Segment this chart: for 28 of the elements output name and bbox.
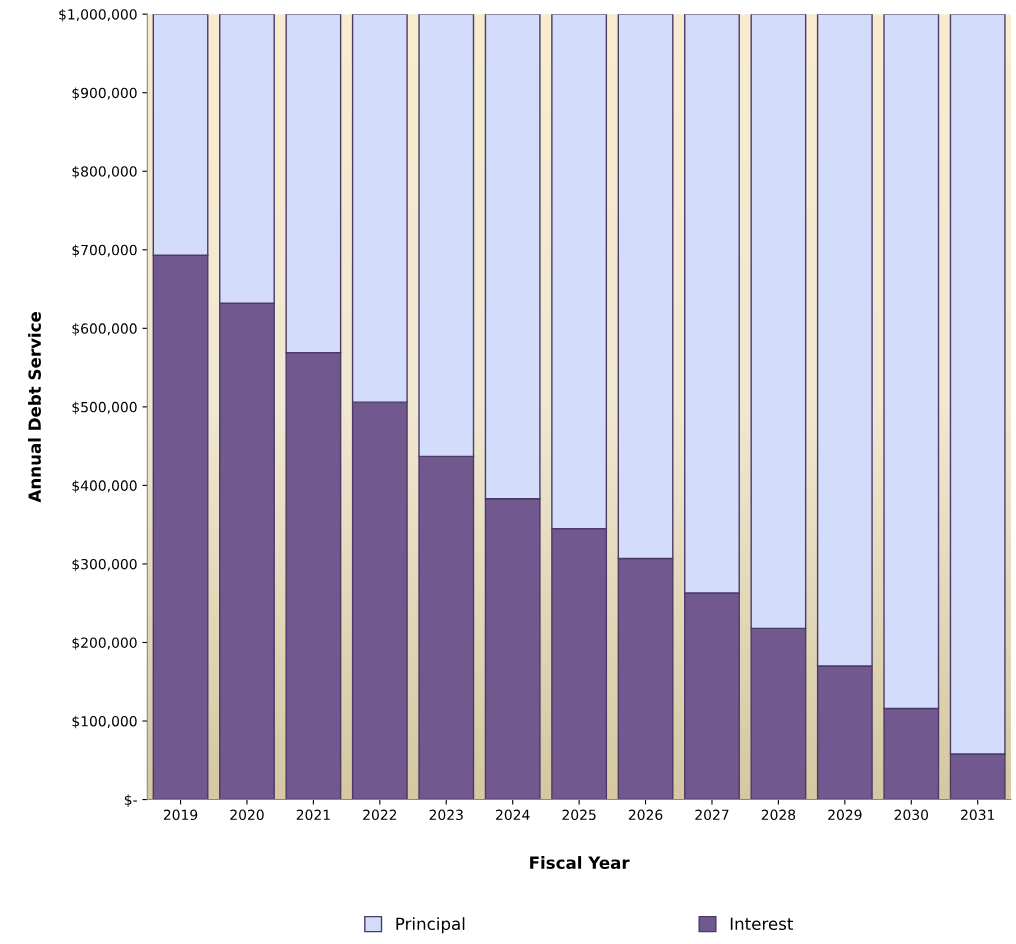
x-tick-label: 2021 (296, 809, 330, 821)
x-tick-label: 2020 (230, 809, 264, 821)
x-tick-label: 2019 (163, 809, 198, 821)
x-tick-label: 2024 (496, 809, 530, 821)
y-tick-label: $600,000 (72, 323, 137, 336)
y-tick-label: $300,000 (72, 558, 137, 572)
y-tick-label: $- (124, 794, 137, 807)
legend-label: Principal (396, 917, 465, 934)
x-axis-title: Fiscal Year (530, 856, 630, 869)
x-tick-label: 2028 (761, 809, 796, 821)
y-tick-label: $1,000,000 (59, 8, 137, 22)
y-tick-label: $400,000 (72, 480, 137, 493)
x-tick-label: 2027 (695, 809, 729, 821)
y-tick-label: $900,000 (72, 87, 137, 101)
y-tick-label: $100,000 (72, 715, 137, 729)
x-tick-label: 2026 (628, 809, 663, 821)
legend-label: Interest (730, 917, 794, 931)
x-tick-label: 2022 (363, 809, 397, 821)
x-tick-label: 2031 (961, 809, 995, 821)
y-tick-label: $500,000 (72, 401, 137, 415)
x-tick-label: 2030 (894, 809, 929, 821)
x-tick-label: 2029 (828, 809, 862, 821)
x-tick-label: 2025 (562, 809, 596, 821)
y-axis-title: Annual Debt Service (28, 311, 41, 503)
y-tick-label: $700,000 (72, 244, 137, 258)
y-tick-label: $800,000 (72, 165, 137, 179)
x-tick-label: 2023 (429, 809, 463, 821)
y-tick-label: $200,000 (72, 637, 137, 650)
